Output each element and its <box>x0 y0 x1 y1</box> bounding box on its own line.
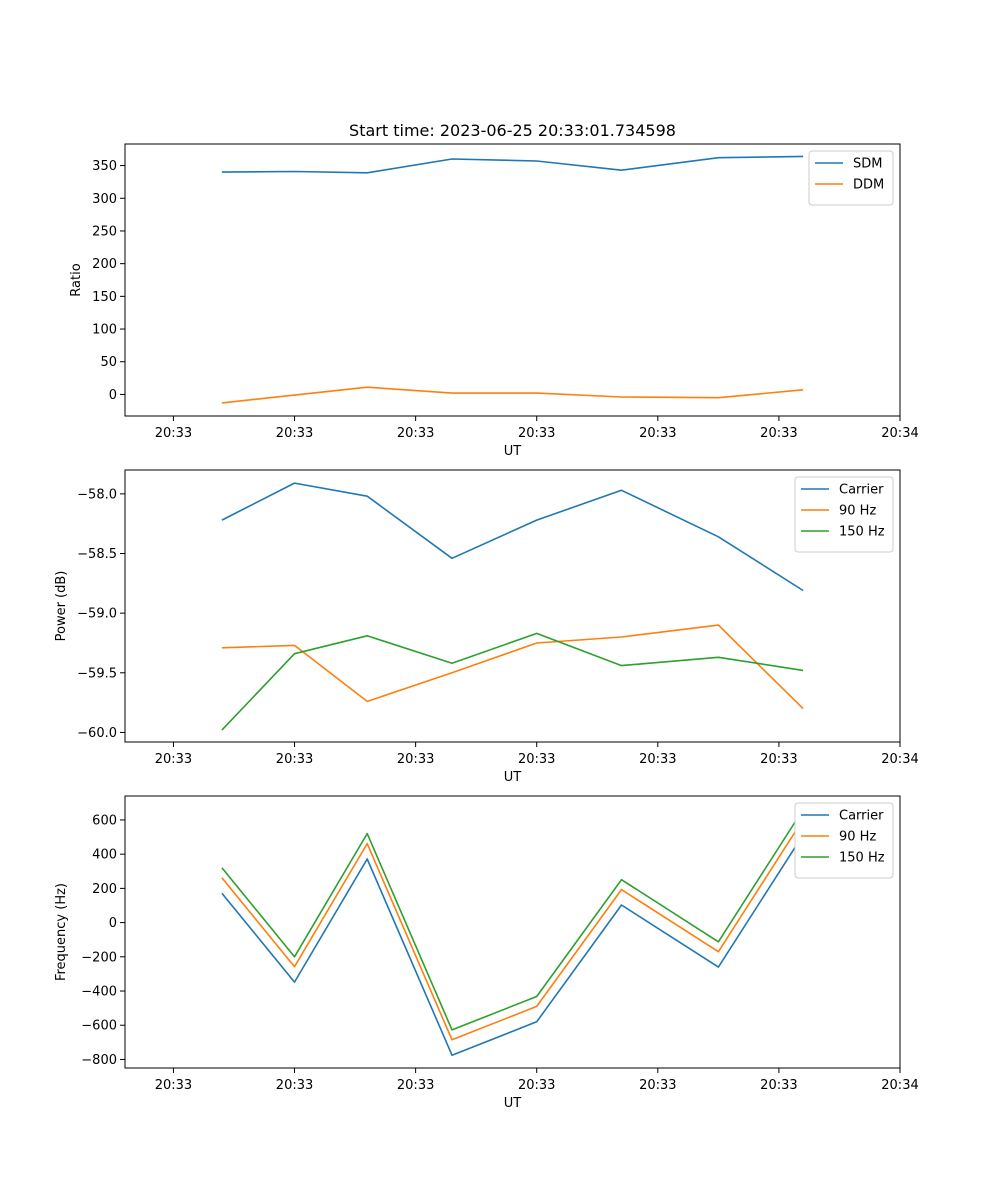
y-tick-label: 350 <box>92 159 117 174</box>
legend-box <box>794 476 894 553</box>
x-tick-label: 20:33 <box>155 426 192 441</box>
x-tick-label: 20:33 <box>760 426 797 441</box>
y-axis-label: Power (dB) <box>54 571 69 642</box>
legend-label: 150 Hz <box>839 525 885 540</box>
chart-panel-3: 20:33 20:33 20:33 20:33 20:33 20:33 20:34 −800 −… <box>54 795 919 1111</box>
x-tick-label: 20:33 <box>276 426 313 441</box>
y-tick-label: −600 <box>81 1019 117 1034</box>
legend-box <box>794 802 894 879</box>
x-tick-label: 20:33 <box>639 752 676 767</box>
x-tick-label: 20:33 <box>397 1078 434 1093</box>
legend-box <box>808 150 894 206</box>
x-tick-label: 20:34 <box>881 752 918 767</box>
y-tick-label: 100 <box>92 323 117 338</box>
x-axis-label: UT <box>504 1096 522 1111</box>
series-line-ddm <box>221 386 804 404</box>
legend-label: DDM <box>853 178 884 193</box>
legend-label: SDM <box>853 157 882 172</box>
x-tick-label: 20:33 <box>760 752 797 767</box>
y-tick-label: 200 <box>92 257 117 272</box>
y-tick-label: −400 <box>81 985 117 1000</box>
y-tick-label: 0 <box>109 916 117 931</box>
legend-label: 90 Hz <box>839 830 876 845</box>
y-tick-label: 200 <box>92 882 117 897</box>
y-tick-label: −200 <box>81 950 117 965</box>
y-tick-label: 50 <box>100 355 117 370</box>
legend: SDM DDM <box>808 150 894 206</box>
series-line-sdm <box>221 155 804 174</box>
axes-frame <box>124 469 901 743</box>
y-tick-label: −800 <box>81 1053 117 1068</box>
y-tick-label: 600 <box>92 813 117 828</box>
y-tick-label: −58.5 <box>77 547 117 562</box>
y-tick-label: 250 <box>92 224 117 239</box>
y-tick-label: 300 <box>92 192 117 207</box>
chart-title: Start time: 2023-06-25 20:33:01.734598 <box>349 121 676 140</box>
y-tick-label: 400 <box>92 848 117 863</box>
legend-label: 150 Hz <box>839 851 885 866</box>
x-tick-label: 20:33 <box>760 1078 797 1093</box>
y-tick-label: 150 <box>92 290 117 305</box>
y-tick-label: −59.5 <box>77 666 117 681</box>
x-tick-label: 20:33 <box>276 1078 313 1093</box>
x-tick-label: 20:34 <box>881 426 918 441</box>
series-line-150-hz <box>221 809 804 1031</box>
x-tick-label: 20:34 <box>881 1078 918 1093</box>
x-tick-label: 20:33 <box>518 1078 555 1093</box>
legend-label: Carrier <box>839 483 884 498</box>
chart-panel-2: 20:33 20:33 20:33 20:33 20:33 20:33 20:34 −60.0… <box>54 469 919 785</box>
x-tick-label: 20:33 <box>155 752 192 767</box>
legend: Carrier 90 Hz 150 Hz <box>794 476 894 553</box>
x-tick-label: 20:33 <box>155 1078 192 1093</box>
y-tick-label: 0 <box>109 388 117 403</box>
y-tick-label: −58.0 <box>77 487 117 502</box>
axes-frame <box>124 795 901 1069</box>
x-tick-label: 20:33 <box>518 426 555 441</box>
x-axis-label: UT <box>504 444 522 459</box>
x-tick-label: 20:33 <box>397 426 434 441</box>
series-line-150-hz <box>221 632 804 731</box>
series-line-90-hz <box>221 624 804 710</box>
x-tick-label: 20:33 <box>397 752 434 767</box>
series-line-carrier <box>221 482 804 592</box>
legend: Carrier 90 Hz 150 Hz <box>794 802 894 879</box>
axes-frame <box>124 143 901 417</box>
legend-label: 90 Hz <box>839 504 876 519</box>
x-tick-label: 20:33 <box>639 426 676 441</box>
chart-panel-1: 20:33 20:33 20:33 20:33 20:33 20:33 20:34 0 50 10… <box>69 121 919 459</box>
x-tick-label: 20:33 <box>639 1078 676 1093</box>
y-tick-label: −59.0 <box>77 607 117 622</box>
x-axis-label: UT <box>504 770 522 785</box>
x-tick-label: 20:33 <box>518 752 555 767</box>
y-axis-label: Frequency (Hz) <box>54 883 69 981</box>
series-line-carrier <box>221 834 804 1056</box>
series-line-90-hz <box>221 818 804 1041</box>
y-tick-label: −60.0 <box>77 726 117 741</box>
x-tick-label: 20:33 <box>276 752 313 767</box>
y-axis-label: Ratio <box>69 263 84 296</box>
legend-label: Carrier <box>839 809 884 824</box>
